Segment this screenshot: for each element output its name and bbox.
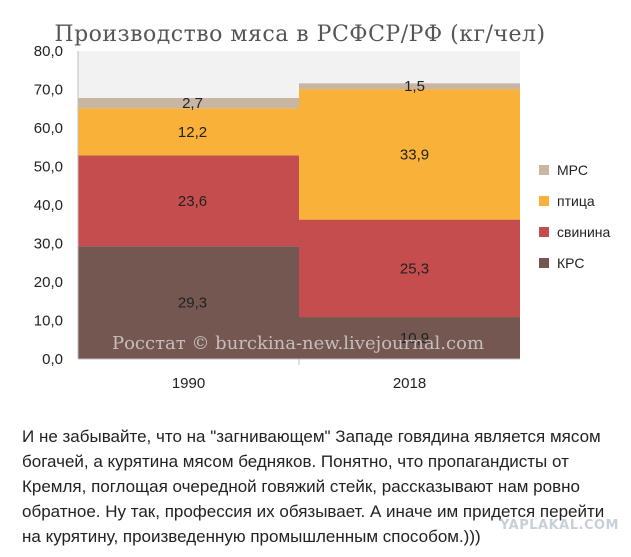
y-tick-label: 30,0 — [34, 236, 63, 253]
bar-segment-1990-3 — [78, 97, 299, 109]
x-tick-label: 1990 — [172, 375, 205, 392]
bar-segment-2018-1 — [299, 219, 520, 318]
chart-title: Производство мяса в РСФСР/РФ (кг/чел) — [54, 22, 545, 47]
caption-text: И не забывайте, что на "загнивающем" Зап… — [22, 427, 605, 546]
y-tick-label: 70,0 — [34, 82, 63, 99]
bar-segment-2018-2 — [299, 89, 520, 220]
data-label-2018-0: 10,9 — [400, 330, 429, 347]
legend-label: КРС — [557, 255, 584, 271]
bar-segment-1990-0 — [78, 246, 299, 359]
data-label-1990-1: 23,6 — [178, 193, 207, 210]
legend-label: птица — [557, 193, 595, 209]
y-tick-label: 60,0 — [34, 120, 63, 137]
y-tick-label: 50,0 — [34, 159, 63, 176]
data-label-2018-3: 1,5 — [404, 78, 425, 95]
legend-label: свинина — [557, 224, 611, 240]
chart-svg: Производство мяса в РСФСР/РФ (кг/чел) 29… — [34, 22, 611, 392]
watermark: Росстат © burckina-new.livejournal.com — [112, 333, 484, 354]
legend-swatch — [539, 196, 549, 206]
data-label-1990-2: 12,2 — [178, 124, 207, 141]
legend-swatch — [539, 227, 549, 237]
legend-swatch — [539, 165, 549, 175]
y-tick-label: 80,0 — [34, 43, 63, 60]
data-label-2018-2: 33,9 — [400, 146, 429, 163]
data-label-1990-0: 29,3 — [178, 295, 207, 312]
data-label-2018-1: 25,3 — [400, 260, 429, 277]
bar-segment-2018-0 — [299, 317, 520, 359]
y-tick-label: 10,0 — [34, 313, 63, 330]
legend-swatch — [539, 258, 549, 268]
chart: Производство мяса в РСФСР/РФ (кг/чел) 29… — [34, 22, 611, 392]
y-tick-label: 20,0 — [34, 274, 63, 291]
data-label-1990-3: 2,7 — [182, 95, 203, 112]
bar-segment-1990-1 — [78, 155, 299, 247]
y-tick-label: 0,0 — [42, 351, 63, 368]
legend-label: МРС — [557, 162, 588, 178]
x-tick-label: 2018 — [393, 375, 426, 392]
y-tick-label: 40,0 — [34, 197, 63, 214]
site-watermark: YAPLAKAL.COM — [500, 518, 619, 533]
bar-segment-1990-2 — [78, 108, 299, 156]
bar-segment-2018-3 — [299, 83, 520, 90]
